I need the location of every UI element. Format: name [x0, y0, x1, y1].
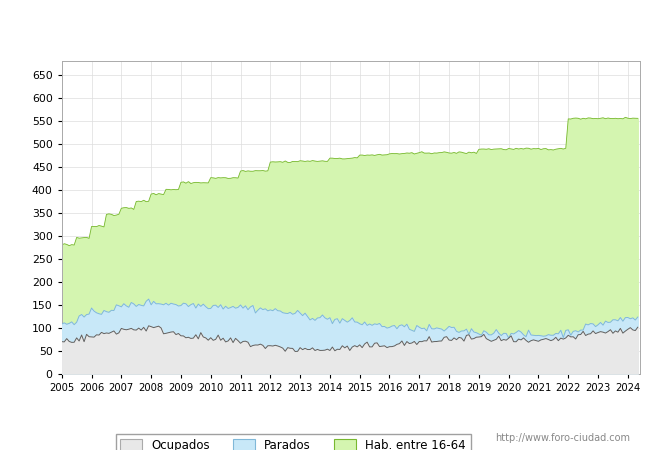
Legend: Ocupados, Parados, Hab. entre 16-64: Ocupados, Parados, Hab. entre 16-64 [116, 434, 471, 450]
Text: http://www.foro-ciudad.com: http://www.foro-ciudad.com [495, 433, 630, 443]
Text: FORO-CIUDAD.COM: FORO-CIUDAD.COM [185, 202, 517, 232]
Text: Rellinars - Evolucion de la poblacion en edad de Trabajar Mayo de 2024: Rellinars - Evolucion de la poblacion en… [63, 20, 587, 35]
